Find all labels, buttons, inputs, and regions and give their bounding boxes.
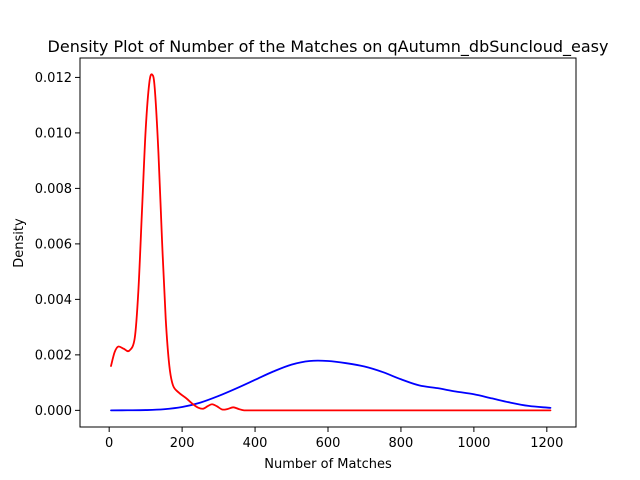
y-tick-label: 0.004	[35, 293, 72, 308]
x-axis: 0 200 400 600 800 1000 1200	[105, 427, 563, 451]
y-tick-label: 0.012	[35, 71, 72, 86]
y-tick-label: 0.000	[35, 404, 72, 419]
y-axis: 0.000 0.002 0.004 0.006 0.008 0.010 0.012	[35, 71, 80, 419]
chart-title: Density Plot of Number of the Matches on…	[48, 37, 609, 57]
x-axis-label: Number of Matches	[264, 457, 392, 472]
y-tick-label: 0.006	[35, 237, 72, 252]
y-axis-label: Density	[12, 218, 27, 268]
x-tick-label: 1000	[457, 436, 490, 451]
x-tick-label: 400	[243, 436, 268, 451]
y-tick-label: 0.010	[35, 126, 72, 141]
x-tick-label: 800	[389, 436, 414, 451]
series-layer	[110, 73, 552, 412]
red-density-line	[110, 73, 552, 412]
y-tick-label: 0.002	[35, 348, 72, 363]
blue-density-line	[110, 359, 552, 412]
x-tick-label: 0	[105, 436, 113, 451]
x-tick-label: 600	[316, 436, 341, 451]
y-tick-label: 0.008	[35, 182, 72, 197]
x-tick-label: 1200	[530, 436, 563, 451]
x-tick-label: 200	[170, 436, 195, 451]
